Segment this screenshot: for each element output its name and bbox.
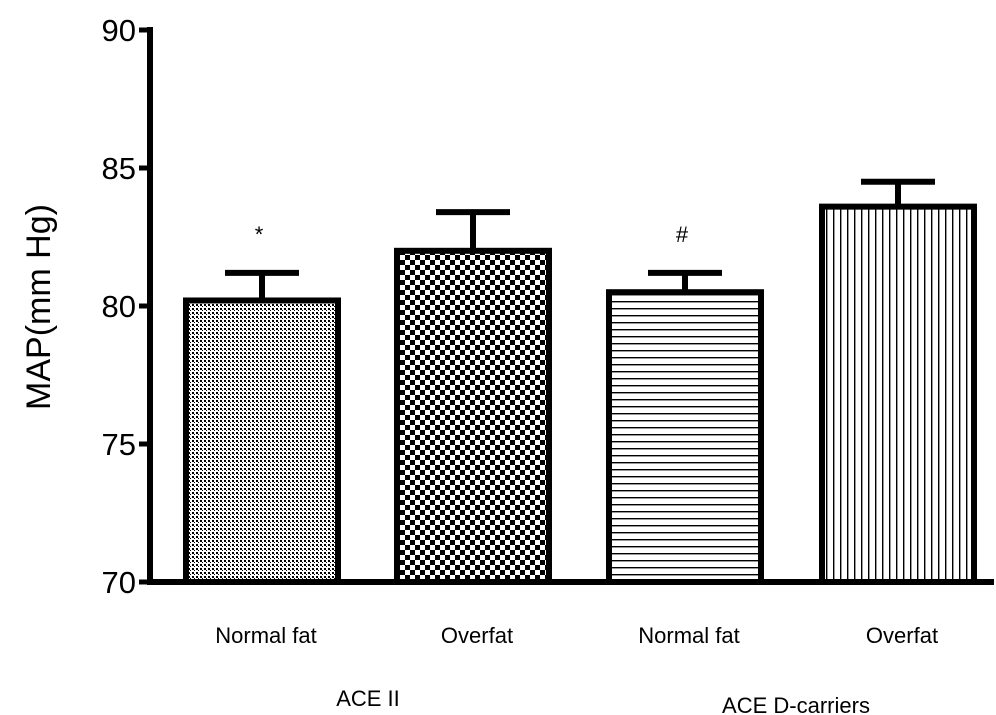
bar: [819, 203, 977, 585]
labels: 70 75 80 85 90 MAP(mm Hg) * Normal fat Overfat # N…: [20, 13, 938, 715]
group-label: ACE D-carriers: [722, 693, 870, 715]
x-tick-label: Overfat: [441, 623, 513, 648]
bar: [183, 297, 341, 585]
y-tick-label: 75: [102, 427, 136, 462]
y-tick-label: 80: [102, 289, 136, 324]
y-tick-label: 85: [102, 151, 136, 186]
x-tick-label: Overfat: [866, 623, 938, 648]
y-axis-label: MAP(mm Hg): [20, 204, 58, 410]
significance-marker: #: [676, 222, 689, 247]
bar: [394, 247, 552, 586]
y-tick-label: 90: [102, 13, 136, 48]
x-tick-label: Normal fat: [638, 623, 739, 648]
bar: [606, 289, 764, 585]
y-tick-label: 70: [102, 565, 136, 600]
bars: [183, 178, 977, 586]
group-label: ACE II: [336, 686, 400, 711]
x-tick-label: Normal fat: [215, 623, 316, 648]
significance-marker: *: [255, 222, 264, 247]
